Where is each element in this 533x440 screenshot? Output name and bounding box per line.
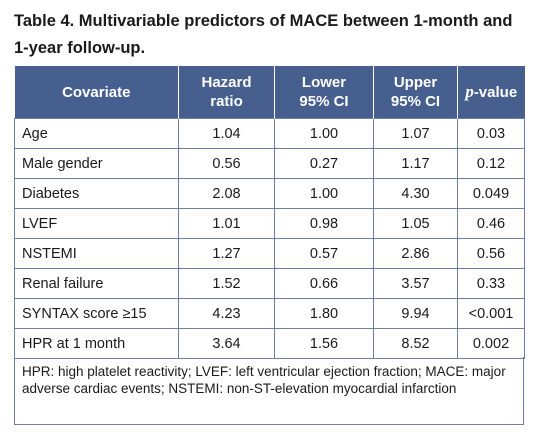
cell-p-value: <0.001: [457, 298, 525, 329]
table-title: Table 4. Multivariable predictors of MAC…: [14, 12, 513, 57]
cell-upper-ci: 1.05: [373, 208, 458, 239]
header-p-italic: p: [465, 82, 474, 101]
cell-upper-ci: 4.30: [373, 178, 458, 209]
predictors-table: Covariate Hazard ratio Lower 95% CI Uppe…: [14, 66, 525, 359]
cell-covariate: HPR at 1 month: [14, 328, 179, 359]
cell-lower-ci: 1.80: [274, 298, 374, 329]
cell-p-value: 0.33: [457, 268, 525, 299]
header-p-rest: -value: [473, 84, 518, 101]
cell-p-value: 0.12: [457, 148, 525, 179]
cell-upper-ci: 3.57: [373, 268, 458, 299]
table-footnote: HPR: high platelet reactivity; LVEF: lef…: [14, 357, 524, 425]
header-covariate: Covariate: [14, 66, 179, 119]
header-hazard-ratio: Hazard ratio: [178, 66, 275, 119]
header-lower-ci: Lower 95% CI: [274, 66, 374, 119]
cell-hazard-ratio: 1.52: [178, 268, 275, 299]
header-covariate-label: Covariate: [62, 83, 131, 101]
table-row: SYNTAX score ≥15 4.23 1.80 9.94 <0.001: [14, 298, 525, 329]
cell-covariate: NSTEMI: [14, 238, 179, 269]
table-row: NSTEMI 1.27 0.57 2.86 0.56: [14, 238, 525, 269]
table-row: Age 1.04 1.00 1.07 0.03: [14, 118, 525, 149]
header-row: Covariate Hazard ratio Lower 95% CI Uppe…: [14, 66, 525, 119]
cell-covariate: Renal failure: [14, 268, 179, 299]
header-hazard-line1: Hazard: [201, 74, 252, 91]
cell-lower-ci: 1.00: [274, 118, 374, 149]
table-row: HPR at 1 month 3.64 1.56 8.52 0.002: [14, 328, 525, 359]
cell-lower-ci: 0.27: [274, 148, 374, 179]
table-row: LVEF 1.01 0.98 1.05 0.46: [14, 208, 525, 239]
cell-hazard-ratio: 1.04: [178, 118, 275, 149]
header-upper-line1: Upper: [393, 74, 438, 91]
cell-upper-ci: 1.17: [373, 148, 458, 179]
cell-p-value: 0.46: [457, 208, 525, 239]
cell-hazard-ratio: 0.56: [178, 148, 275, 179]
header-upper-ci: Upper 95% CI: [373, 66, 458, 119]
cell-hazard-ratio: 2.08: [178, 178, 275, 209]
cell-covariate: LVEF: [14, 208, 179, 239]
cell-covariate: Age: [14, 118, 179, 149]
header-lower-line1: Lower: [301, 74, 347, 91]
header-lower-line2: 95% CI: [299, 93, 349, 110]
cell-p-value: 0.002: [457, 328, 525, 359]
table-row: Male gender 0.56 0.27 1.17 0.12: [14, 148, 525, 179]
table-row: Diabetes 2.08 1.00 4.30 0.049: [14, 178, 525, 209]
table-row: Renal failure 1.52 0.66 3.57 0.33: [14, 268, 525, 299]
header-upper-line2: 95% CI: [390, 93, 441, 110]
cell-hazard-ratio: 1.01: [178, 208, 275, 239]
cell-hazard-ratio: 3.64: [178, 328, 275, 359]
cell-lower-ci: 0.57: [274, 238, 374, 269]
cell-hazard-ratio: 4.23: [178, 298, 275, 329]
cell-upper-ci: 9.94: [373, 298, 458, 329]
cell-p-value: 0.56: [457, 238, 525, 269]
cell-upper-ci: 1.07: [373, 118, 458, 149]
cell-lower-ci: 0.98: [274, 208, 374, 239]
cell-lower-ci: 1.00: [274, 178, 374, 209]
cell-lower-ci: 1.56: [274, 328, 374, 359]
header-hazard-line2: ratio: [210, 93, 243, 110]
cell-lower-ci: 0.66: [274, 268, 374, 299]
cell-covariate: Diabetes: [14, 178, 179, 209]
cell-p-value: 0.03: [457, 118, 525, 149]
cell-upper-ci: 8.52: [373, 328, 458, 359]
header-p-value: p-value: [457, 66, 525, 119]
cell-upper-ci: 2.86: [373, 238, 458, 269]
cell-covariate: SYNTAX score ≥15: [14, 298, 179, 329]
cell-p-value: 0.049: [457, 178, 525, 209]
cell-hazard-ratio: 1.27: [178, 238, 275, 269]
table-body: Age 1.04 1.00 1.07 0.03 Male gender 0.56 0.27 1.…: [14, 118, 525, 359]
cell-covariate: Male gender: [14, 148, 179, 179]
